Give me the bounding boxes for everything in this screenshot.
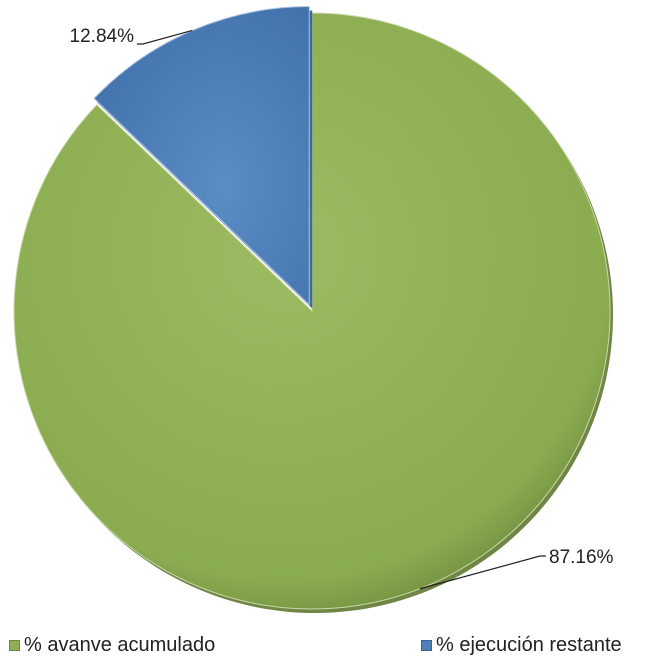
data-label-avance: 87.16% [549,547,614,568]
legend-label-restante: % ejecución restante [436,634,622,656]
legend-label-avance: % avanve acumulado [24,634,216,656]
legend-item-restante: % ejecución restante [421,634,622,657]
legend-swatch-blue [421,640,432,651]
legend: % avanve acumulado % ejecución restante [0,634,665,660]
pie-slice-restante [93,6,310,306]
pie-slice-avance [13,12,611,610]
data-label-restante: 12.84% [70,26,135,47]
legend-swatch-green [9,640,20,651]
legend-item-avance: % avanve acumulado [9,634,215,657]
leader-line-restante [137,29,193,45]
leader-line-avance [419,555,546,590]
